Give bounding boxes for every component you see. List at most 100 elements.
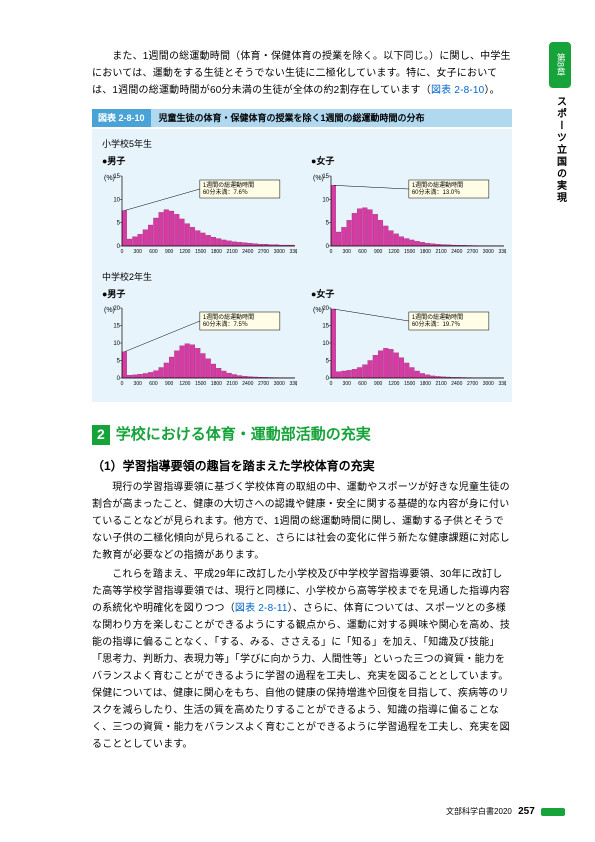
intro-text-b: ）。 <box>484 85 499 96</box>
figure-tag: 図表 2-8-10 <box>92 109 151 127</box>
section-title: 学校における体育・運動部活動の充実 <box>116 422 371 448</box>
svg-text:2400: 2400 <box>242 249 253 255</box>
svg-text:60分未満：19.7％: 60分未満：19.7％ <box>412 320 460 328</box>
svg-text:0: 0 <box>121 381 124 387</box>
svg-text:2400: 2400 <box>451 249 462 255</box>
chart-es-boy: (%)0510150300600900120015001800210024002… <box>102 170 297 260</box>
svg-text:2100: 2100 <box>436 249 447 255</box>
svg-text:300: 300 <box>343 249 352 255</box>
gender-male-2: ●男子 <box>102 287 297 302</box>
svg-text:15: 15 <box>322 324 329 330</box>
svg-text:15: 15 <box>322 174 329 180</box>
svg-text:600: 600 <box>149 249 158 255</box>
svg-text:1500: 1500 <box>404 249 415 255</box>
figure-title: 児童生徒の体育・保健体育の授業を除く1週間の総運動時間の分布 <box>151 109 512 127</box>
svg-text:2700: 2700 <box>258 381 269 387</box>
svg-text:10: 10 <box>113 341 120 347</box>
svg-text:1200: 1200 <box>388 249 399 255</box>
svg-text:15: 15 <box>113 324 120 330</box>
chart-panel: 小学校5年生 ●男子 (%)05101503006009001200150018… <box>92 129 512 402</box>
svg-text:0: 0 <box>330 249 333 255</box>
svg-text:1800: 1800 <box>420 249 431 255</box>
svg-text:10: 10 <box>322 197 329 203</box>
figure-header: 図表 2-8-10 児童生徒の体育・保健体育の授業を除く1週間の総運動時間の分布 <box>92 109 512 127</box>
svg-text:1800: 1800 <box>420 381 431 387</box>
svg-text:20: 20 <box>322 306 329 312</box>
body-para-1: 現行の学習指導要領に基づく学校体育の取組の中、運動やスポーツが好きな児童生徒の割… <box>92 479 512 564</box>
svg-text:300: 300 <box>134 381 143 387</box>
svg-text:(分): (分) <box>296 248 297 255</box>
figure-ref-link-2[interactable]: 図表 2-8-11 <box>235 603 288 614</box>
svg-text:600: 600 <box>358 249 367 255</box>
gender-female-2: ●女子 <box>311 287 506 302</box>
svg-text:1週間の総運動時間: 1週間の総運動時間 <box>412 313 463 321</box>
svg-text:2700: 2700 <box>258 249 269 255</box>
gender-male: ●男子 <box>102 154 297 169</box>
svg-text:15: 15 <box>113 174 120 180</box>
svg-text:(分): (分) <box>505 248 506 255</box>
svg-text:600: 600 <box>149 381 158 387</box>
svg-text:(分): (分) <box>505 380 506 387</box>
svg-text:3000: 3000 <box>274 249 285 255</box>
footer-source: 文部科学白書2020 <box>446 807 512 816</box>
svg-text:0: 0 <box>330 381 333 387</box>
svg-text:1800: 1800 <box>211 381 222 387</box>
section-header: 2 学校における体育・運動部活動の充実 <box>92 422 512 448</box>
svg-text:2700: 2700 <box>467 381 478 387</box>
body-para-2: これらを踏まえ、平成29年に改訂した小学校及び中学校学習指導要領、30年に改訂し… <box>92 566 512 753</box>
svg-text:3000: 3000 <box>483 249 494 255</box>
svg-text:900: 900 <box>374 249 383 255</box>
footer-bar-icon <box>541 808 565 816</box>
side-tab: 第8章 スポーツ立国の実現 <box>543 42 577 204</box>
svg-text:20: 20 <box>113 306 120 312</box>
svg-text:1500: 1500 <box>404 381 415 387</box>
svg-text:(分): (分) <box>296 380 297 387</box>
chart-jh-boy: (%)0510152003006009001200150018002100240… <box>102 302 297 392</box>
svg-text:1200: 1200 <box>179 381 190 387</box>
section-number: 2 <box>92 425 110 445</box>
svg-text:1週間の総運動時間: 1週間の総運動時間 <box>203 313 254 321</box>
svg-text:5: 5 <box>117 220 121 226</box>
svg-text:300: 300 <box>134 249 143 255</box>
side-chapter: 第8章 <box>549 42 571 88</box>
svg-text:2100: 2100 <box>227 381 238 387</box>
svg-text:1800: 1800 <box>211 249 222 255</box>
intro-paragraph: また、1週間の総運動時間（体育・保健体育の授業を除く。以下同じ。）に関し、中学生… <box>92 48 512 99</box>
svg-text:1200: 1200 <box>388 381 399 387</box>
chart-es-girl: (%)0510150300600900120015001800210024002… <box>311 170 506 260</box>
group-label-es: 小学校5年生 <box>102 137 502 152</box>
svg-text:60分未満：7.5％: 60分未満：7.5％ <box>203 320 248 328</box>
body2-b: ）、さらに、体育については、スポーツとの多様な関わり方を楽しむことができるように… <box>92 603 510 750</box>
svg-text:60分未満：13.0％: 60分未満：13.0％ <box>412 188 460 196</box>
subsection-title: （1）学習指導要領の趣旨を踏まえた学校体育の充実 <box>92 456 512 476</box>
svg-text:60分未満：7.6％: 60分未満：7.6％ <box>203 188 248 196</box>
svg-text:2100: 2100 <box>227 249 238 255</box>
svg-text:5: 5 <box>326 359 330 365</box>
svg-text:1500: 1500 <box>195 249 206 255</box>
svg-text:5: 5 <box>326 220 330 226</box>
svg-text:3000: 3000 <box>483 381 494 387</box>
svg-text:2700: 2700 <box>467 249 478 255</box>
side-vertical-text: スポーツ立国の実現 <box>552 96 569 204</box>
svg-text:5: 5 <box>117 359 121 365</box>
svg-text:2400: 2400 <box>242 381 253 387</box>
svg-text:3000: 3000 <box>274 381 285 387</box>
svg-text:600: 600 <box>358 381 367 387</box>
svg-text:1週間の総運動時間: 1週間の総運動時間 <box>203 181 254 189</box>
svg-text:2100: 2100 <box>436 381 447 387</box>
figure-ref-link[interactable]: 図表 2-8-10 <box>431 85 485 96</box>
page-footer: 文部科学白書2020 257 <box>446 803 565 820</box>
svg-text:900: 900 <box>374 381 383 387</box>
svg-text:1200: 1200 <box>179 249 190 255</box>
svg-text:10: 10 <box>322 341 329 347</box>
svg-text:1500: 1500 <box>195 381 206 387</box>
svg-text:10: 10 <box>113 197 120 203</box>
group-label-jh: 中学校2年生 <box>102 270 502 285</box>
footer-page-num: 257 <box>518 806 535 817</box>
gender-female: ●女子 <box>311 154 506 169</box>
svg-text:900: 900 <box>165 381 174 387</box>
svg-text:2400: 2400 <box>451 381 462 387</box>
svg-text:0: 0 <box>121 249 124 255</box>
svg-text:1週間の総運動時間: 1週間の総運動時間 <box>412 181 463 189</box>
chart-jh-girl: (%)0510152003006009001200150018002100240… <box>311 302 506 392</box>
